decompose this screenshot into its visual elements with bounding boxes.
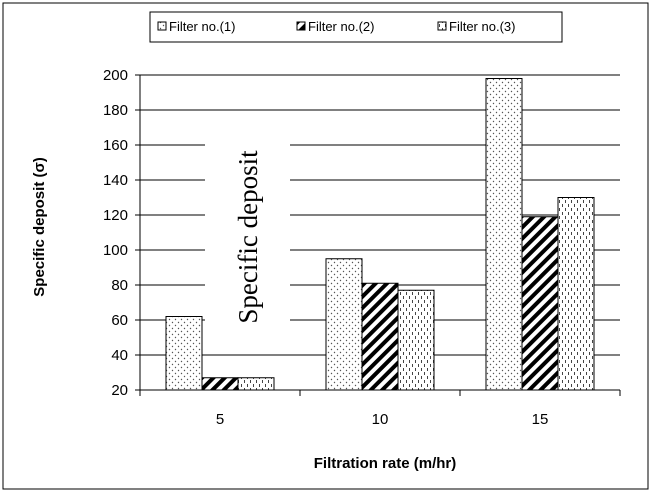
y-tick-label: 100 [103,242,128,259]
y-tick-label: 80 [111,277,128,294]
y-tick-label: 140 [103,172,128,189]
x-tick-label: 10 [372,411,389,428]
x-tick-label: 5 [216,411,224,428]
bar [521,216,559,391]
bar [201,377,239,391]
legend-label: Filter no.(3) [449,19,515,34]
plot-area: 20 40 60 80 100 120 140 160 180 200 5 10 15 [103,67,621,428]
bar [557,197,595,391]
y-tick-label: 20 [111,382,128,399]
y-tick-label: 60 [111,312,128,329]
bar [165,316,203,391]
y-tick-label: 180 [103,102,128,119]
bar [361,282,399,391]
legend-swatch [157,21,167,31]
y-tick-label: 200 [103,67,128,84]
x-axis-title: Filtration rate (m/hr) [314,455,457,472]
y-tick-label: 40 [111,347,128,364]
legend-box [149,11,563,43]
x-tick-label: 15 [532,411,549,428]
bar [397,289,435,391]
legend-label: Filter no.(2) [308,19,374,34]
y-tick-label: 120 [103,207,128,224]
legend-swatch [437,21,447,31]
legend: Filter no.(1) Filter no.(2) Filter no.(3) [149,11,563,43]
legend-swatch [296,21,306,31]
bar [237,377,275,391]
bar [485,78,523,391]
overlay-box [205,125,290,350]
y-axis-title: Specific deposit (σ) [31,157,48,296]
y-tick-label: 160 [103,137,128,154]
legend-label: Filter no.(1) [169,19,235,34]
overlay-text: Specific deposit [233,150,263,324]
bar [325,258,363,391]
